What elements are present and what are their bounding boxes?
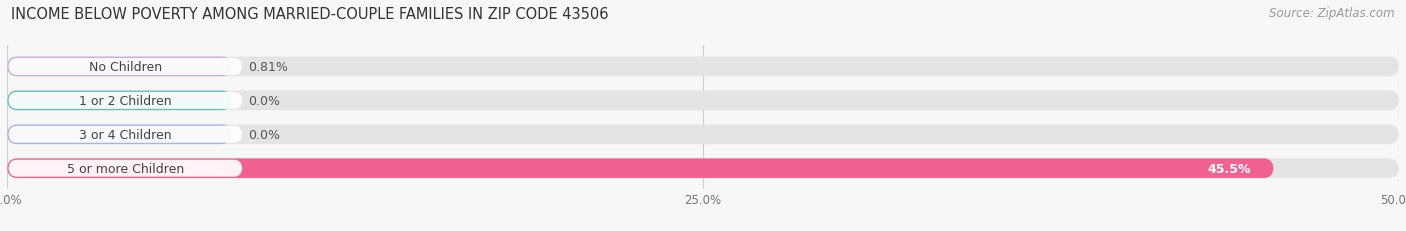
FancyBboxPatch shape bbox=[8, 92, 242, 109]
Text: 45.5%: 45.5% bbox=[1208, 162, 1251, 175]
FancyBboxPatch shape bbox=[7, 57, 232, 77]
Text: INCOME BELOW POVERTY AMONG MARRIED-COUPLE FAMILIES IN ZIP CODE 43506: INCOME BELOW POVERTY AMONG MARRIED-COUPL… bbox=[11, 7, 609, 22]
Text: 5 or more Children: 5 or more Children bbox=[66, 162, 184, 175]
FancyBboxPatch shape bbox=[7, 91, 1399, 111]
Text: 0.0%: 0.0% bbox=[249, 94, 281, 107]
FancyBboxPatch shape bbox=[7, 125, 232, 145]
FancyBboxPatch shape bbox=[7, 57, 1399, 77]
Text: No Children: No Children bbox=[89, 61, 162, 74]
FancyBboxPatch shape bbox=[8, 59, 242, 76]
FancyBboxPatch shape bbox=[8, 126, 242, 143]
FancyBboxPatch shape bbox=[7, 125, 1399, 145]
FancyBboxPatch shape bbox=[7, 91, 232, 111]
Text: Source: ZipAtlas.com: Source: ZipAtlas.com bbox=[1270, 7, 1395, 20]
Text: 0.0%: 0.0% bbox=[249, 128, 281, 141]
FancyBboxPatch shape bbox=[8, 160, 242, 177]
Text: 3 or 4 Children: 3 or 4 Children bbox=[79, 128, 172, 141]
Text: 0.81%: 0.81% bbox=[249, 61, 288, 74]
FancyBboxPatch shape bbox=[7, 159, 1274, 178]
Text: 1 or 2 Children: 1 or 2 Children bbox=[79, 94, 172, 107]
FancyBboxPatch shape bbox=[7, 159, 1399, 178]
